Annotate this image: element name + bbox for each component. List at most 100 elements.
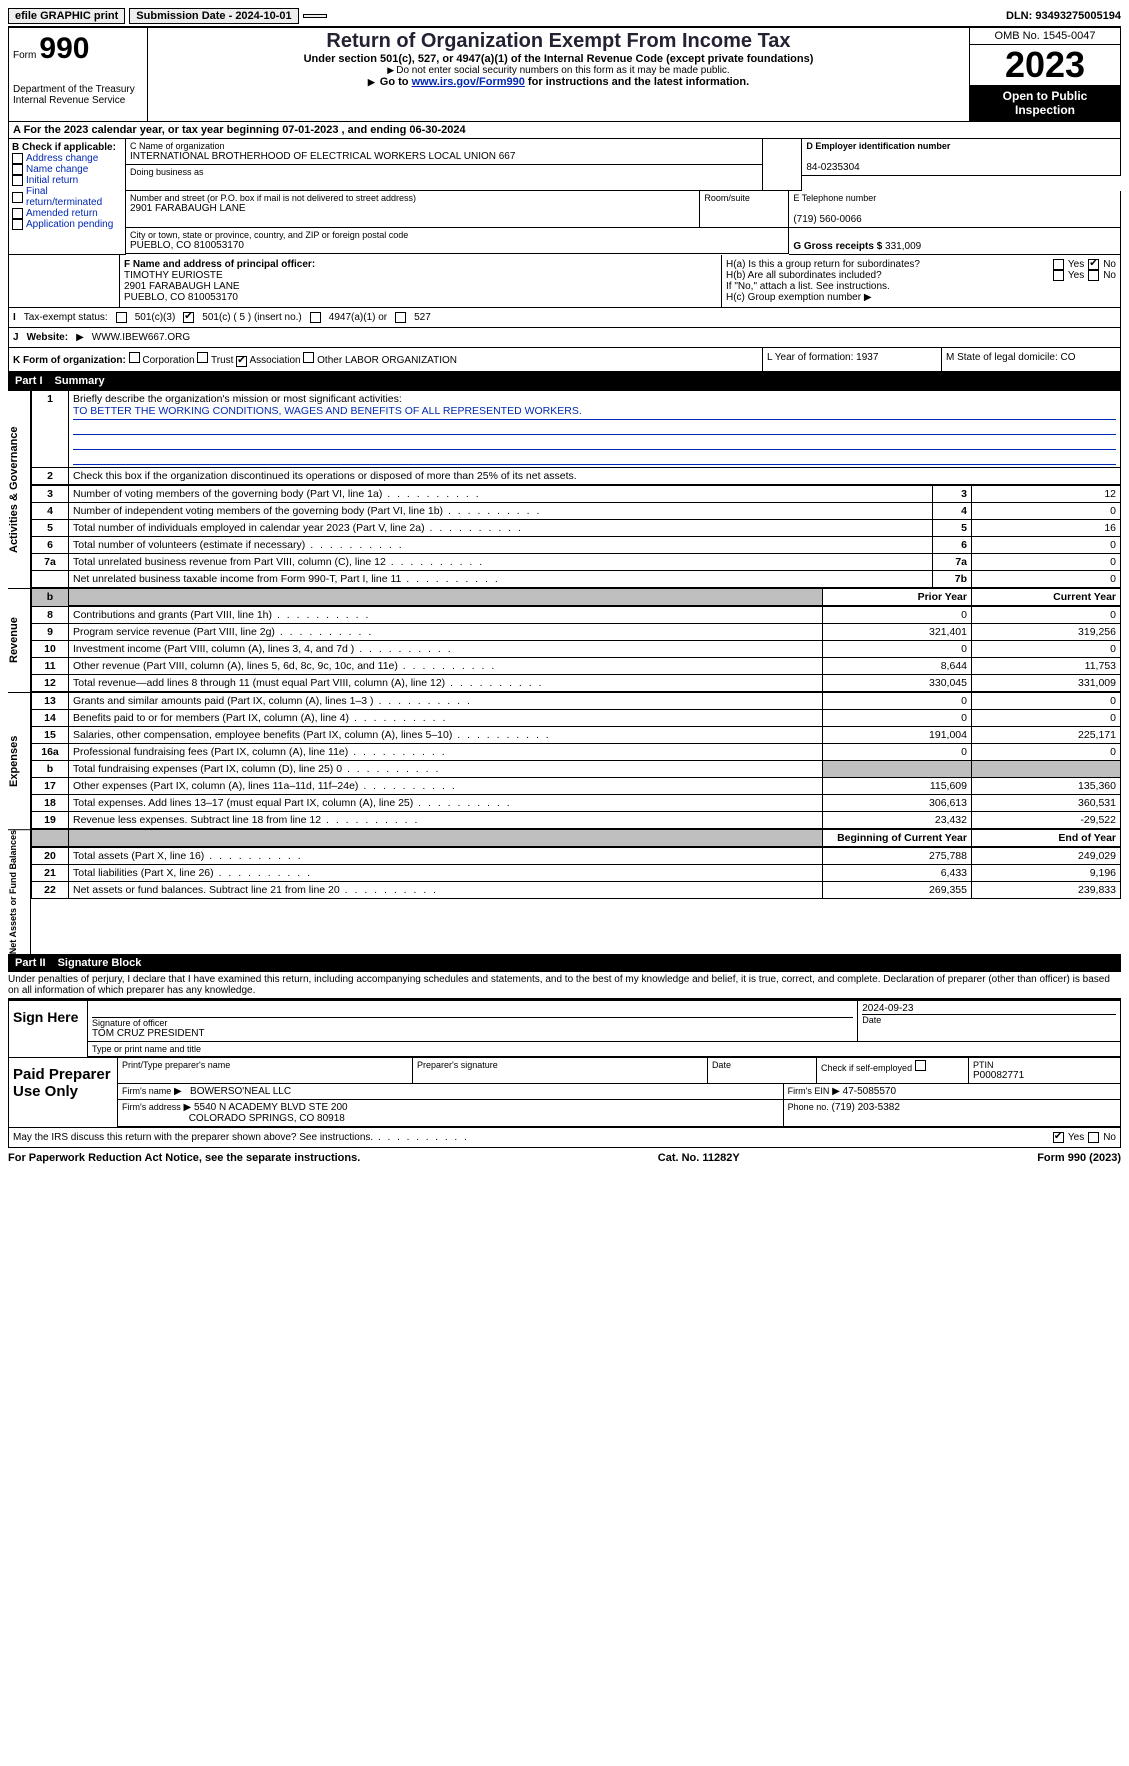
tax-exempt-label: Tax-exempt status: (24, 312, 108, 323)
box-f: F Name and address of principal officer:… (120, 255, 722, 307)
checkbox-trust[interactable] (197, 352, 208, 363)
table-row: 14Benefits paid to or for members (Part … (32, 710, 1121, 727)
discuss-yes-label: Yes (1068, 1132, 1084, 1143)
firm-ein: 47-5085570 (843, 1086, 896, 1097)
submission-date: Submission Date - 2024-10-01 (129, 8, 298, 24)
ha-no-label: No (1103, 259, 1116, 270)
tax-exempt-row: I Tax-exempt status: 501(c)(3) 501(c) ( … (8, 308, 1121, 328)
officer-name: TIMOTHY EURIOSTE (124, 270, 717, 281)
checkbox-4947[interactable] (310, 312, 321, 323)
footer-form: Form 990 (2023) (1037, 1152, 1121, 1164)
firm-phone-label: Phone no. (788, 1102, 829, 1112)
part-i-header: Part I Summary (8, 372, 1121, 390)
discuss-question: May the IRS discuss this return with the… (13, 1132, 469, 1143)
f-h-row: F Name and address of principal officer:… (8, 255, 1121, 308)
label-527: 527 (414, 312, 431, 323)
topbar: efile GRAPHIC print Submission Date - 20… (8, 8, 1121, 28)
checkbox-final-return[interactable] (12, 192, 23, 203)
expenses-section: Expenses 13Grants and similar amounts pa… (8, 692, 1121, 829)
officer-addr1: 2901 FARABAUGH LANE (124, 281, 717, 292)
penalty-statement: Under penalties of perjury, I declare th… (8, 972, 1121, 999)
hb-no-label: No (1103, 270, 1116, 281)
table-row: 15Salaries, other compensation, employee… (32, 727, 1121, 744)
box-b: B Check if applicable: Address change Na… (9, 139, 126, 255)
firm-addr1: 5540 N ACADEMY BLVD STE 200 (194, 1102, 348, 1113)
checkbox-address-change[interactable] (12, 153, 23, 164)
gross-receipts-label: G Gross receipts $ (793, 241, 882, 252)
website-row: J Website: ▶ WWW.IBEW667.ORG (8, 328, 1121, 348)
sign-here-block: Sign Here Signature of officer TOM CRUZ … (8, 999, 1121, 1058)
firm-phone: (719) 203-5382 (832, 1102, 900, 1113)
discuss-yes-checkbox[interactable] (1053, 1132, 1064, 1143)
checkbox-initial-return[interactable] (12, 175, 23, 186)
footer-pra: For Paperwork Reduction Act Notice, see … (8, 1152, 360, 1164)
hb-label: H(b) Are all subordinates included? (726, 270, 1053, 281)
firm-name-label: Firm's name (122, 1086, 171, 1096)
table-row: 9Program service revenue (Part VIII, lin… (32, 624, 1121, 641)
table-row: 19Revenue less expenses. Subtract line 1… (32, 812, 1121, 829)
revenue-section: Revenue b Prior Year Current Year 8Contr… (8, 588, 1121, 692)
irs-link[interactable]: www.irs.gov/Form990 (412, 76, 525, 88)
hb-yes-checkbox[interactable] (1053, 270, 1064, 281)
city-value: PUEBLO, CO 810053170 (130, 240, 784, 251)
form-word: Form (13, 50, 36, 61)
hb-note: If "No," attach a list. See instructions… (726, 281, 1116, 292)
checkbox-assoc[interactable] (236, 356, 247, 367)
discuss-no-checkbox[interactable] (1088, 1132, 1099, 1143)
ha-yes-label: Yes (1068, 259, 1084, 270)
col-end-year: End of Year (972, 830, 1121, 847)
part-i-title: Summary (55, 375, 105, 387)
org-name-label: C Name of organization (130, 141, 758, 151)
table-row: 16aProfessional fundraising fees (Part I… (32, 744, 1121, 761)
table-row: bTotal fundraising expenses (Part IX, co… (32, 761, 1121, 778)
tax-year: 2023 (970, 45, 1120, 85)
label-name-change: Name change (26, 164, 88, 175)
ptin-label: PTIN (973, 1060, 1116, 1070)
checkbox-other-org[interactable] (303, 352, 314, 363)
table-row: 5Total number of individuals employed in… (32, 520, 1121, 537)
ein-label: D Employer identification number (806, 141, 1116, 151)
gross-receipts-value: 331,009 (885, 241, 921, 252)
table-row: 4Number of independent voting members of… (32, 503, 1121, 520)
part-ii-header: Part II Signature Block (8, 954, 1121, 972)
ha-yes-checkbox[interactable] (1053, 259, 1064, 270)
type-name-label: Type or print name and title (88, 1042, 1120, 1056)
officer-signed-name: TOM CRUZ PRESIDENT (92, 1028, 853, 1039)
sidebar-netassets: Net Assets or Fund Balances (8, 829, 31, 954)
checkbox-501c[interactable] (183, 312, 194, 323)
efile-button[interactable]: efile GRAPHIC print (8, 8, 125, 24)
checkbox-app-pending[interactable] (12, 219, 23, 230)
table-row: 10Investment income (Part VIII, column (… (32, 641, 1121, 658)
part-ii-title: Signature Block (58, 957, 142, 969)
sidebar-expenses: Expenses (8, 692, 31, 829)
checkbox-501c3[interactable] (116, 312, 127, 323)
discuss-no-label: No (1103, 1132, 1116, 1143)
goto-prefix: Go to (380, 76, 412, 88)
footer-cat: Cat. No. 11282Y (658, 1152, 740, 1164)
label-other-org: Other (317, 355, 342, 366)
table-row: 20Total assets (Part X, line 16)275,7882… (32, 848, 1121, 865)
col-current-year: Current Year (972, 589, 1121, 606)
other-org-value: LABOR ORGANIZATION (345, 355, 457, 366)
checkbox-amended[interactable] (12, 208, 23, 219)
table-row: 8Contributions and grants (Part VIII, li… (32, 607, 1121, 624)
checkbox-corp[interactable] (129, 352, 140, 363)
self-employed-label: Check if self-employed (821, 1063, 912, 1073)
street-label: Number and street (or P.O. box if mail i… (130, 193, 695, 203)
checkbox-527[interactable] (395, 312, 406, 323)
ein-value: 84-0235304 (806, 162, 1116, 173)
officer-addr2: PUEBLO, CO 810053170 (124, 292, 717, 303)
discuss-row: May the IRS discuss this return with the… (8, 1128, 1121, 1148)
hb-no-checkbox[interactable] (1088, 270, 1099, 281)
officer-label: F Name and address of principal officer: (124, 259, 717, 270)
table-row: 7aTotal unrelated business revenue from … (32, 554, 1121, 571)
label-initial-return: Initial return (26, 175, 78, 186)
ha-no-checkbox[interactable] (1088, 259, 1099, 270)
row-a-taxyear: A For the 2023 calendar year, or tax yea… (8, 122, 1121, 139)
part-ii-label: Part II (15, 957, 46, 969)
checkbox-name-change[interactable] (12, 164, 23, 175)
hb-yes-label: Yes (1068, 270, 1084, 281)
checkbox-self-employed[interactable] (915, 1060, 926, 1071)
table-row: 12Total revenue—add lines 8 through 11 (… (32, 675, 1121, 692)
org-name: INTERNATIONAL BROTHERHOOD OF ELECTRICAL … (130, 151, 758, 162)
